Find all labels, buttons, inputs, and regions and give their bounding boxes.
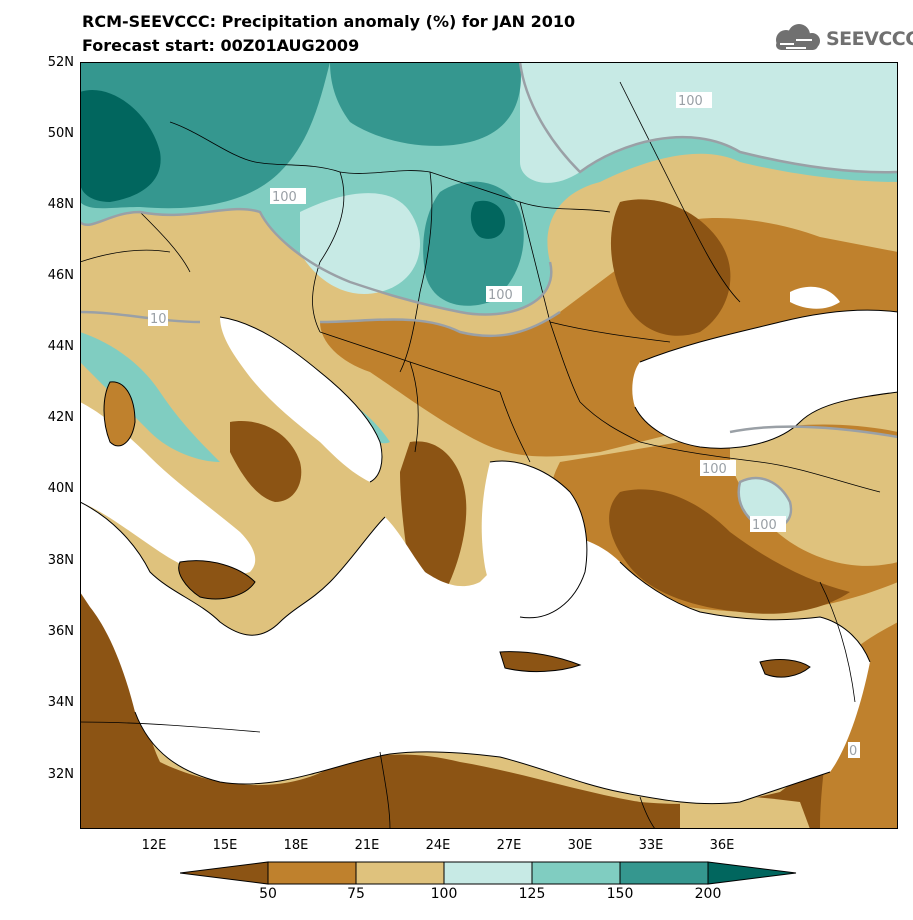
very-wet-center [330,62,521,146]
seevccc-logo [776,24,820,50]
cyprus [760,659,810,678]
extreme-wet-west [80,90,161,202]
lat-label: 50N [47,126,74,141]
egypt-moist-band [680,796,810,829]
contour-label: 100 [678,94,703,109]
italy-west-wet [80,332,220,462]
colorbar-segment [443,861,533,885]
italy-very-dry [230,421,302,502]
adriatic-sea [220,317,382,482]
mediterranean-sea [80,502,870,804]
lat-label: 48N [47,197,74,212]
colorbar [180,861,797,885]
black-sea [632,310,898,449]
azov-sea [790,286,840,309]
colorbar-segment [707,861,797,885]
central-europe-light-wet [300,193,420,294]
colorbar-tick-label: 125 [518,886,546,902]
ukraine-very-dry [610,199,731,336]
crete [500,651,580,672]
eastern-anatolia-wet [738,478,791,529]
lat-label: 40N [47,481,74,496]
coastlines [80,309,898,805]
sicily [178,560,255,599]
lon-label: 27E [496,838,522,853]
precipitation-anomaly-map: 100 100 100 100 100 10 0 [80,62,898,829]
colorbar-tick-label: 200 [694,886,722,902]
cloud-icon [776,24,820,50]
aegean-sea [481,461,587,618]
contour-label: 100 [702,462,727,477]
contour-label: 100 [752,518,777,533]
colorbar-segment [619,861,709,885]
tyrrhenian-sea [80,402,256,576]
forecast-start-subtitle: Forecast start: 00Z01AUG2009 [82,36,360,55]
lat-label: 38N [47,553,74,568]
map-frame [80,62,898,829]
contour-label: 10 [150,312,167,327]
colorbar-segment [267,861,357,885]
colorbar-tick-label: 75 [347,886,365,902]
lon-label: 36E [709,838,735,853]
contour-label: 0 [849,744,857,759]
lat-label: 44N [47,339,74,354]
lat-label: 42N [47,410,74,425]
map-title: RCM-SEEVCCC: Precipitation anomaly (%) f… [82,12,576,31]
colorbar-segment [531,861,621,885]
lon-label: 12E [141,838,167,853]
lat-label: 52N [47,55,74,70]
contour-100-lines [80,62,898,530]
lon-label: 18E [283,838,309,853]
logo-text: SEEVCCC [826,28,913,50]
contour-label: 100 [488,288,513,303]
lon-label: 24E [425,838,451,853]
lat-label: 36N [47,624,74,639]
lon-label: 33E [638,838,664,853]
northeast-light-wet-region [520,62,898,183]
extreme-wet-carpathian [470,200,505,239]
country-borders [80,81,881,829]
anatolia-very-dry [609,489,850,614]
north-africa-very-dry [80,582,898,829]
lat-label: 34N [47,695,74,710]
colorbar-tick-label: 50 [259,886,277,902]
contour-label: 100 [272,190,297,205]
lon-label: 21E [354,838,380,853]
greece-very-dry [400,441,467,596]
colorbar-tick-label: 100 [430,886,458,902]
colorbar-segment [355,861,445,885]
colorbar-segment [180,861,269,885]
sardinia [104,381,135,446]
lat-label: 32N [47,767,74,782]
colorbar-tick-label: 150 [606,886,634,902]
lat-label: 46N [47,268,74,283]
eastern-anatolia-moist [730,426,898,566]
lon-label: 15E [212,838,238,853]
lon-label: 30E [567,838,593,853]
